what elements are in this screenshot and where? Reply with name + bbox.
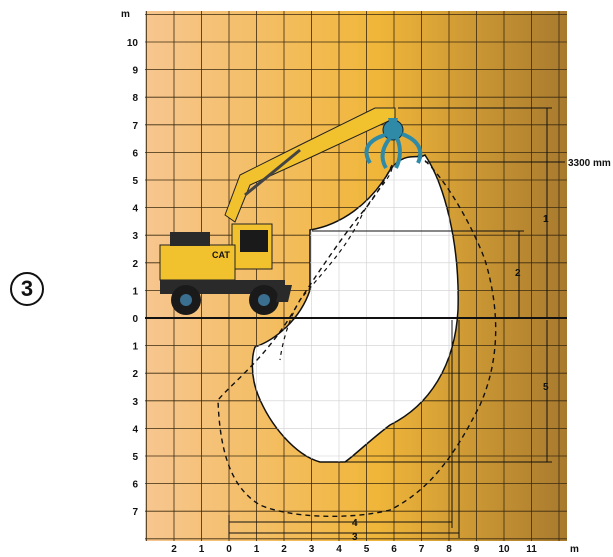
counterweight bbox=[159, 244, 236, 281]
y-tick-label-zero: 0 bbox=[132, 314, 138, 325]
x-tick-label: 5 bbox=[364, 544, 370, 555]
figure-number-badge: 3 bbox=[10, 272, 44, 306]
y-tick-label: 10 bbox=[127, 38, 139, 49]
x-tick-label: 1 bbox=[199, 544, 205, 555]
y-tick-label: 3 bbox=[132, 231, 138, 242]
y-tick-label: 6 bbox=[132, 148, 138, 159]
engine-cover bbox=[170, 232, 210, 246]
grapple bbox=[364, 118, 423, 170]
boom bbox=[224, 107, 396, 223]
y-tick-label: 4 bbox=[132, 204, 138, 215]
y-tick-label: 1 bbox=[132, 286, 138, 297]
x-tick-label: 2 bbox=[281, 544, 287, 555]
x-tick-label: 11 bbox=[526, 544, 537, 555]
x-tick-label: 2 bbox=[171, 544, 177, 555]
x-tick-label: 7 bbox=[419, 544, 425, 555]
stick-cylinder bbox=[244, 148, 301, 197]
x-tick-label: 10 bbox=[498, 544, 510, 555]
y-tick-label: 2 bbox=[132, 259, 138, 270]
x-tick-label: 9 bbox=[474, 544, 480, 555]
cab-window bbox=[240, 230, 268, 252]
grapple-tine-2 bbox=[380, 136, 392, 170]
wheel-rear-hub bbox=[180, 294, 192, 306]
x-tick-label: 6 bbox=[391, 544, 397, 555]
reach-annotation: 3300 mm bbox=[568, 158, 611, 169]
y-tick-label: 7 bbox=[132, 507, 138, 518]
y-tick-label: 7 bbox=[132, 121, 138, 132]
blade bbox=[276, 285, 292, 302]
y-tick-label: 5 bbox=[132, 452, 138, 463]
y-tick-label: 1 bbox=[132, 342, 138, 353]
excavator: CAT bbox=[159, 107, 396, 315]
dimension-lines bbox=[228, 107, 565, 538]
grapple-tine-4 bbox=[401, 132, 423, 164]
y-tick-label: 3 bbox=[132, 397, 138, 408]
x-tick-label: 4 bbox=[336, 544, 342, 555]
x-axis-unit: m bbox=[570, 544, 579, 555]
x-axis-tick-labels: 2 1 0 1 2 3 4 5 6 7 8 9 10 11 bbox=[171, 544, 537, 555]
dimension-label-5: 5 bbox=[543, 382, 549, 393]
inner-dashed-curve bbox=[279, 167, 393, 361]
x-tick-label: 0 bbox=[226, 544, 232, 555]
y-tick-label: 4 bbox=[132, 424, 138, 435]
dimension-label-2: 2 bbox=[515, 268, 521, 279]
y-tick-label: 2 bbox=[132, 369, 138, 380]
dimension-label-4: 4 bbox=[352, 518, 358, 529]
y-tick-label: 9 bbox=[132, 66, 138, 77]
x-tick-label: 8 bbox=[446, 544, 452, 555]
grapple-tine-1 bbox=[364, 133, 386, 165]
grapple-tine-3 bbox=[394, 137, 402, 169]
dimension-label-3: 3 bbox=[352, 532, 358, 543]
y-tick-label: 6 bbox=[132, 480, 138, 491]
y-tick-label: 8 bbox=[132, 93, 138, 104]
x-tick-label: 1 bbox=[254, 544, 260, 555]
wheel-front-hub bbox=[258, 294, 270, 306]
brand-logo: CAT bbox=[212, 250, 230, 260]
y-axis-unit: m bbox=[121, 9, 130, 20]
dimension-label-1: 1 bbox=[543, 214, 549, 225]
y-tick-label: 5 bbox=[132, 176, 138, 187]
reach-envelope bbox=[251, 153, 459, 463]
grapple-rotator bbox=[388, 118, 398, 124]
x-tick-label: 3 bbox=[309, 544, 315, 555]
